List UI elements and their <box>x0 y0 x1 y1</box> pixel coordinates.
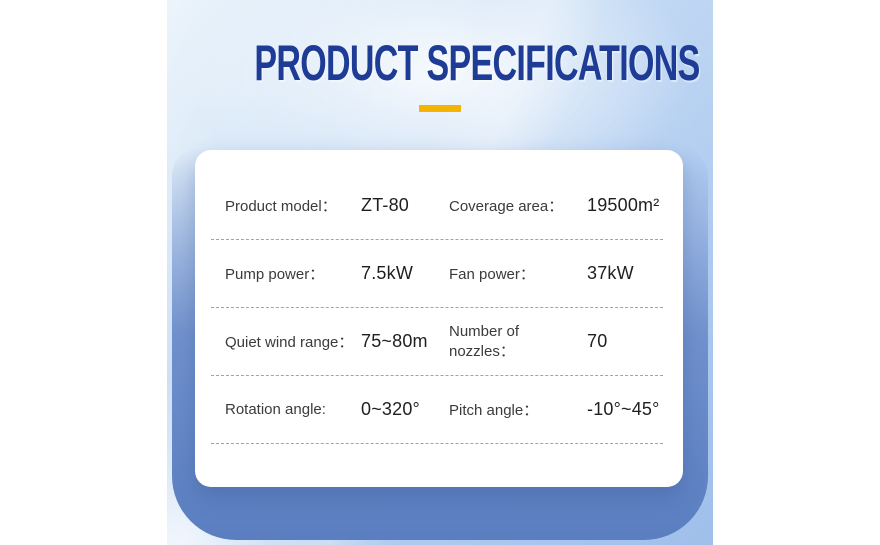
spec-row: Rotation angle: 0~320° Pitch angle： -10°… <box>195 376 683 443</box>
spec-value: 70 <box>587 331 608 351</box>
spec-label: Fan power： <box>449 266 535 283</box>
spec-value: 7.5kW <box>361 263 414 283</box>
spec-card: Product model： ZT-80 Coverage area： 1950… <box>195 150 683 487</box>
page-title: PRODUCT SPECIFICATIONS <box>254 35 700 91</box>
spec-label: Pump power： <box>225 266 325 283</box>
row-divider <box>211 375 663 376</box>
spec-value: 37kW <box>587 263 634 283</box>
spec-label: Number of nozzles： <box>449 322 520 360</box>
title-block: PRODUCT SPECIFICATIONS <box>167 36 713 112</box>
spec-poster: Product model： ZT-80 Coverage area： 1950… <box>167 0 713 545</box>
spec-label: Pitch angle： <box>449 402 539 419</box>
spec-value: ZT-80 <box>361 195 410 215</box>
row-divider <box>211 239 663 240</box>
spec-value: 19500m² <box>587 195 660 215</box>
spec-label: Product model： <box>225 198 337 215</box>
spec-label: Rotation angle: <box>225 401 326 418</box>
spec-value: 75~80m <box>361 331 428 351</box>
spec-row: Quiet wind range： 75~80m Number of nozzl… <box>195 308 683 375</box>
spec-label: Coverage area： <box>449 198 564 215</box>
row-divider <box>211 443 663 444</box>
spec-value: -10°~45° <box>587 399 660 419</box>
spec-row: Pump power： 7.5kW Fan power： 37kW <box>195 240 683 307</box>
title-underline-bar <box>419 105 461 112</box>
spec-row: Product model： ZT-80 Coverage area： 1950… <box>195 172 683 239</box>
row-divider <box>211 307 663 308</box>
spec-label: Quiet wind range： <box>225 334 354 351</box>
spec-value: 0~320° <box>361 399 420 419</box>
